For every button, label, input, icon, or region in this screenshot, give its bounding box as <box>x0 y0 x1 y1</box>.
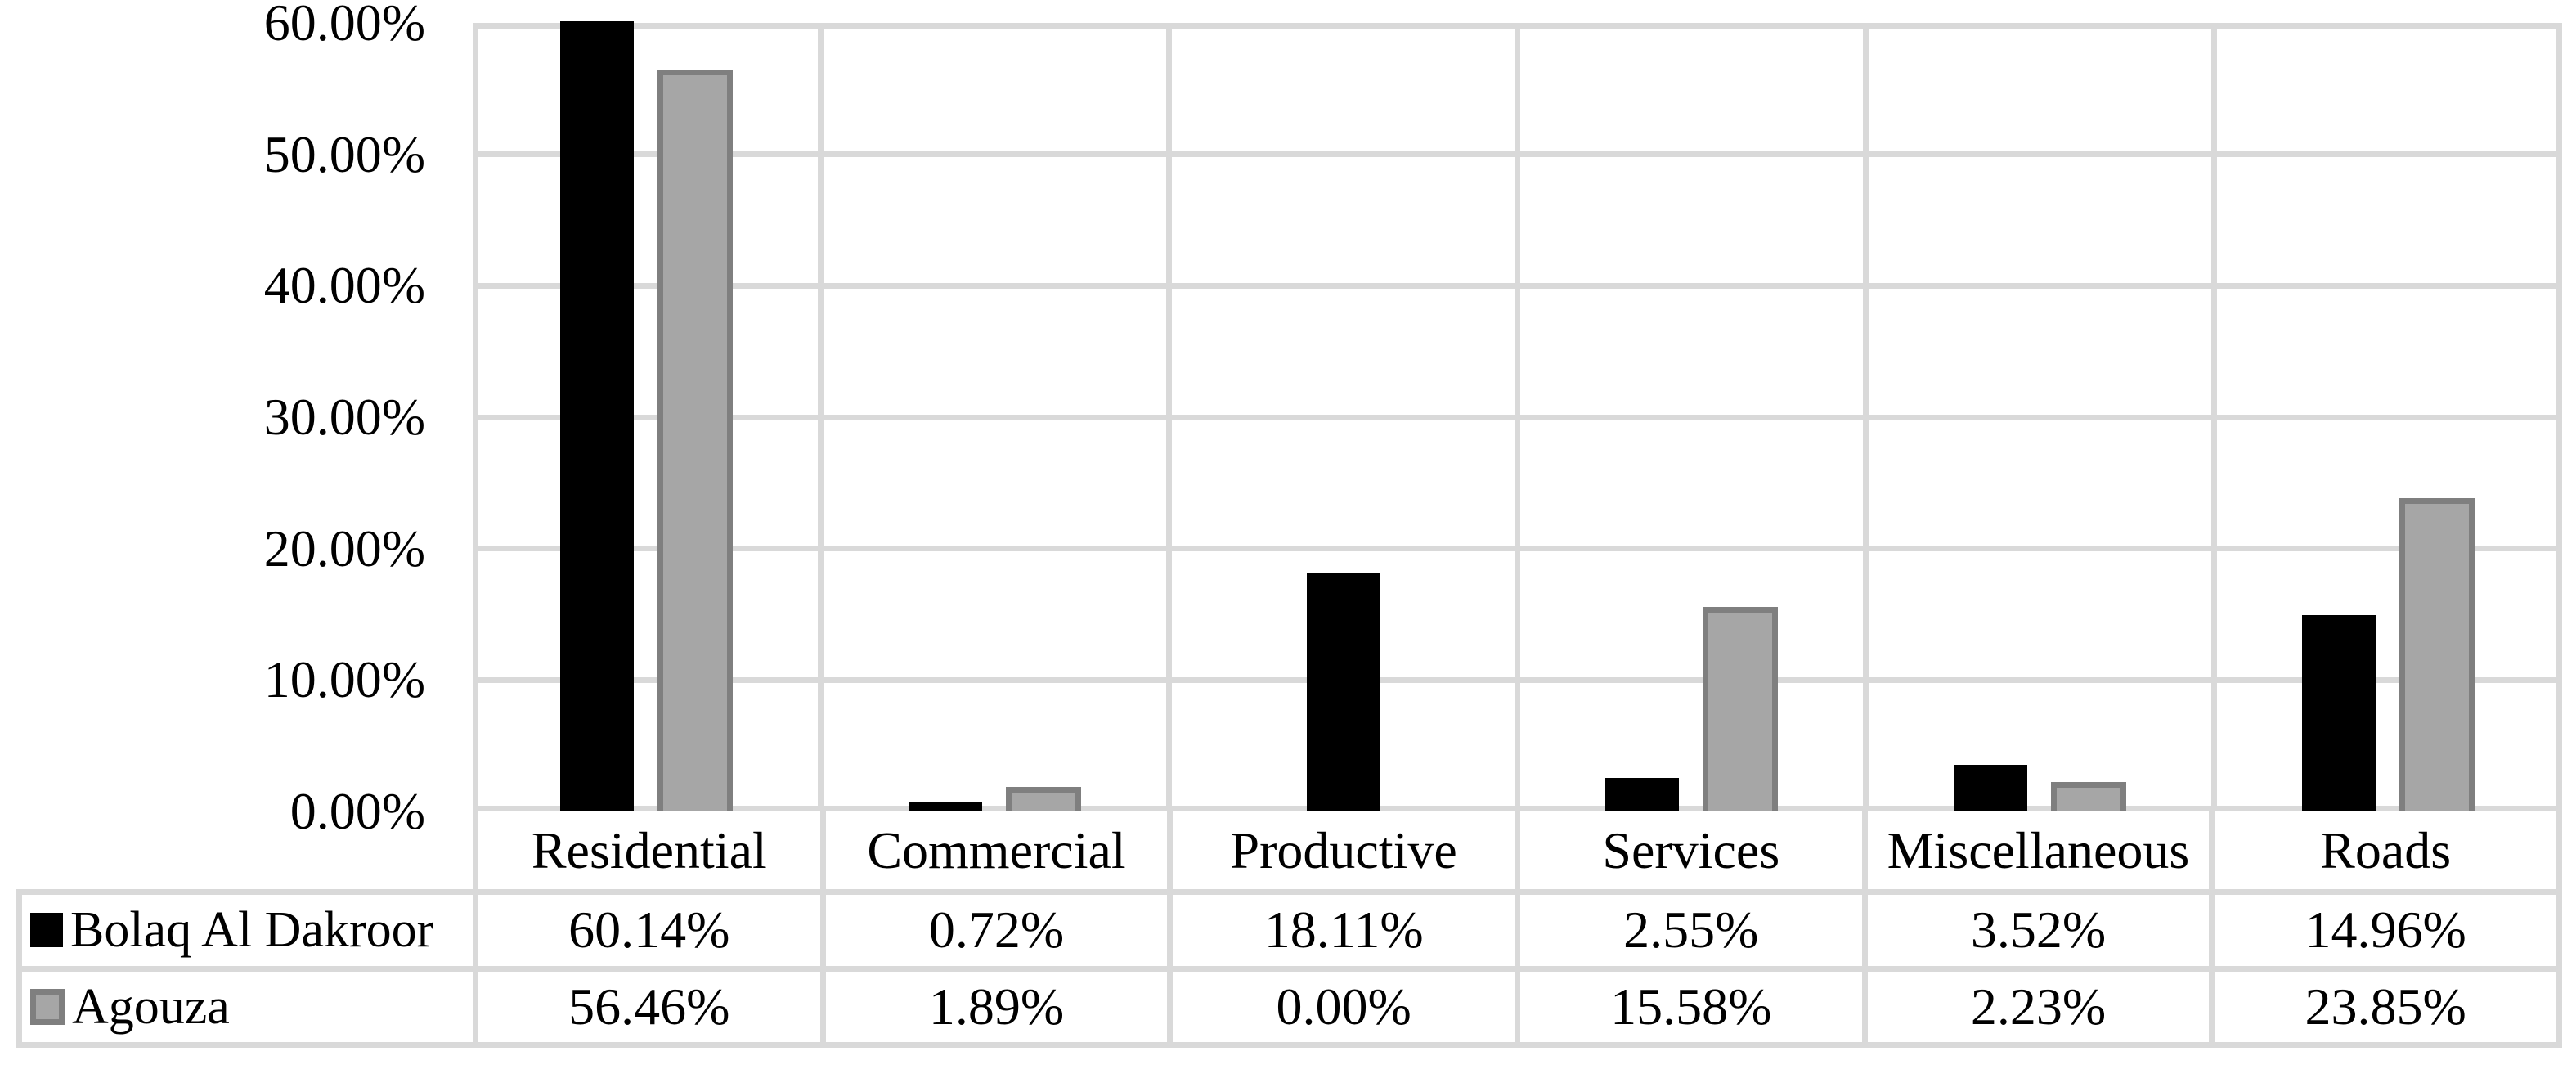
table-value-cell: 60.14% <box>478 895 820 966</box>
legend-swatch-agouza <box>30 988 65 1025</box>
y-tick-label: 10.00% <box>263 650 425 709</box>
bar-bolaq-al-dakroor <box>909 802 983 811</box>
v-gridline <box>818 23 824 811</box>
data-table-category-row: Residential Commercial Productive Services M… <box>473 811 2562 889</box>
bar-agouza <box>657 69 734 811</box>
data-table-body: Bolaq Al Dakroor 60.14% 0.72% 18.11% 2.55% 3.… <box>16 889 2562 1048</box>
table-value-cell: 3.52% <box>1867 895 2210 966</box>
bar-bolaq-al-dakroor <box>1953 765 2027 811</box>
category-label: Roads <box>2215 811 2556 889</box>
table-value-cell: 23.85% <box>2215 971 2556 1042</box>
bar-agouza <box>2050 782 2126 811</box>
table-value-cell: 2.23% <box>1867 971 2210 1042</box>
bar-agouza <box>1702 606 1778 811</box>
table-value-cell: 56.46% <box>478 971 820 1042</box>
v-gridline <box>2556 23 2562 811</box>
y-tick-label: 30.00% <box>263 388 425 446</box>
legend-cell: Bolaq Al Dakroor <box>22 895 473 966</box>
bar-bolaq-al-dakroor <box>2301 614 2376 811</box>
table-value-cell: 2.55% <box>1519 895 1862 966</box>
y-tick-label: 50.00% <box>263 124 425 183</box>
legend-cell: Agouza <box>22 971 473 1042</box>
category-label: Miscellaneous <box>1867 811 2210 889</box>
bar-group-productive <box>1169 23 1518 811</box>
y-tick-label: 40.00% <box>263 256 425 315</box>
table-value-cell: 18.11% <box>1173 895 1515 966</box>
bar-group-commercial <box>821 23 1169 811</box>
v-gridline <box>2210 23 2217 811</box>
y-tick-label: 60.00% <box>263 0 425 52</box>
table-value-cell: 1.89% <box>825 971 1168 1042</box>
bar-bolaq-al-dakroor <box>560 20 635 811</box>
category-label: Productive <box>1173 811 1515 889</box>
v-gridline <box>1166 23 1173 811</box>
bar-group-miscellaneous <box>1865 23 2214 811</box>
bar-group-services <box>1518 23 1866 811</box>
bar-agouza <box>1006 786 1082 811</box>
table-value-cell: 0.00% <box>1173 971 1515 1042</box>
y-axis: 0.00% 10.00% 20.00% 30.00% 40.00% 50.00% 60.00… <box>0 0 425 838</box>
bar-group-residential <box>473 20 821 811</box>
legend-swatch-bolaq-al-dakroor <box>30 913 63 948</box>
y-tick-label: 0.00% <box>289 782 425 840</box>
category-label: Commercial <box>825 811 1168 889</box>
table-value-cell: 0.72% <box>825 895 1168 966</box>
category-label: Residential <box>478 811 820 889</box>
category-label: Services <box>1519 811 1862 889</box>
bar-bolaq-al-dakroor <box>1306 573 1380 811</box>
bar-group-roads <box>2214 23 2562 811</box>
v-gridline <box>1515 23 1520 811</box>
table-value-cell: 15.58% <box>1519 971 1862 1042</box>
plot-area <box>473 20 2562 811</box>
bar-bolaq-al-dakroor <box>1604 778 1679 811</box>
table-value-cell: 14.96% <box>2215 895 2556 966</box>
legend-label: Agouza <box>72 978 230 1035</box>
y-tick-label: 20.00% <box>263 519 425 577</box>
legend-label: Bolaq Al Dakroor <box>70 902 434 959</box>
v-gridline <box>1862 23 1869 811</box>
v-gridline <box>473 23 478 811</box>
bar-agouza <box>2399 497 2475 811</box>
